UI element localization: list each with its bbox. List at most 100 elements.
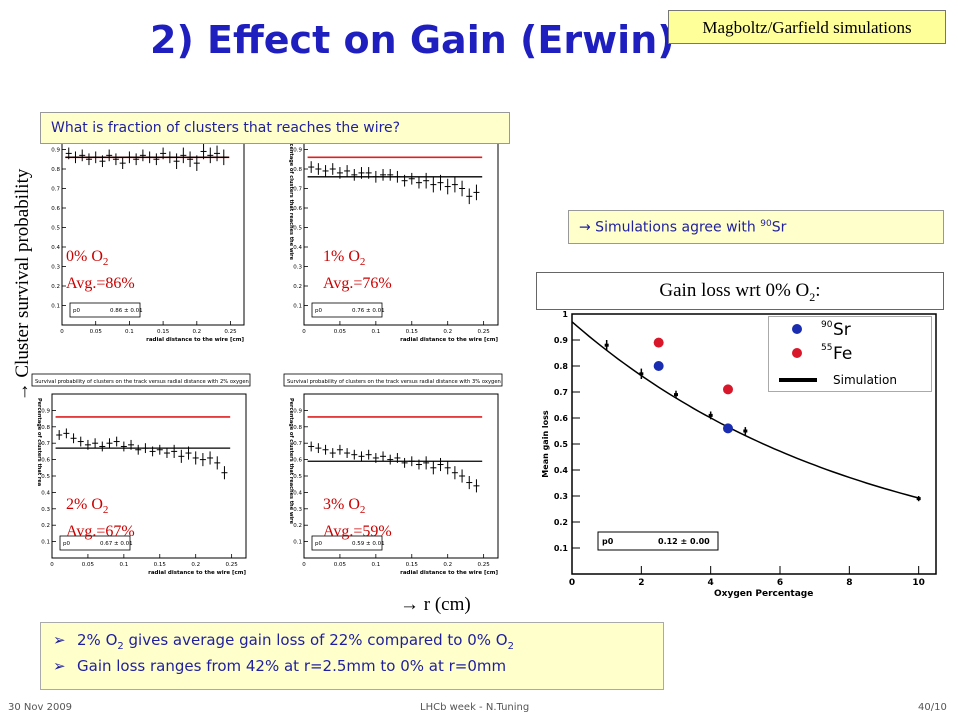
panel-label-2pct: 2% O2 Avg.=67% [66,496,135,541]
panel1-ytick-label: 0.2 [293,284,302,290]
panel1-ytick-label: 0.7 [293,187,302,193]
panel0-ytick-label: 0.1 [51,304,60,310]
gain-ytick-label: 0.1 [554,544,569,553]
panel3-fit-value: 0.59 ± 0.01 [352,541,385,547]
gain-fit-box [597,531,719,551]
panel0-ytick-label: 0.4 [51,245,60,251]
panel1-xtick-label: 0.05 [334,329,347,335]
panel2-xtick-label: 0.25 [226,562,239,568]
simulation-point [674,393,678,397]
panel2-xtick-label: 0.1 [119,562,128,568]
gain-xtick-label: 6 [777,578,783,588]
footer-page-number: 40/10 [918,702,947,713]
panel-label-1pct: 1% O2 Avg.=76% [323,248,392,293]
panel-label-3pct-avg: Avg.=59% [323,523,392,541]
gain-xtick-label: 10 [912,578,925,588]
gain-xtick-label: 0 [569,578,575,588]
page-title: 2) Effect on Gain (Erwin) [150,18,675,62]
sr90-point [723,423,733,434]
gain-ytick-label: 0.2 [554,518,568,527]
legend-sr90-marker [792,324,802,334]
panel1-fit-name: p0 [315,308,322,314]
panel2-xtick-label: 0.15 [154,562,167,568]
panel2-xtick-label: 0.05 [82,562,95,568]
panel1-xtick-label: 0.1 [371,329,380,335]
arrow-bullet-icon: ➢ [53,631,66,649]
panel2-ytick-label: 0.5 [41,474,50,480]
panel2-ytick-label: 0.1 [41,540,50,546]
panel2-title: Survival probability of clusters on the … [35,379,249,385]
panel0-xtick-label: 0.15 [157,329,170,335]
gain-ytick-label: 0.8 [554,362,569,371]
panel-label-3pct-gas: 3% O [323,496,360,513]
legend-fe55-sup: 55 [821,343,832,353]
panel2-yaxis-label: Percentage of clusters that rea [36,398,42,486]
simulation-point [743,429,748,433]
panel3-title-box [283,373,503,387]
panel1-yaxis-label: Percentage of clusters that reaches the … [288,134,294,261]
gain-xaxis-label: Oxygen Percentage [714,589,813,598]
simulation-curve [571,321,919,499]
panel3-fit-box [311,535,383,551]
panel3-ytick-label: 0.7 [293,441,302,447]
panel3-fit-name: p0 [315,541,322,547]
panel3-xtick-label: 0.25 [478,562,491,568]
panel3-ytick-label: 0.1 [293,540,302,546]
panel2-background [30,372,252,582]
panel1-ytick-label: 0.1 [293,304,302,310]
panel-label-0pct-avg: Avg.=86% [66,275,135,293]
panel3-ytick-label: 0.3 [293,507,302,513]
panel1-xtick-label: 0.15 [406,329,419,335]
panel0-fit-value: 0.86 ± 0.01 [110,308,143,314]
panel2-ytick-label: 0.2 [41,523,50,529]
panel3-ytick-label: 0.4 [293,490,302,496]
agreement-note: → Simulations agree with 90Sr [568,210,944,244]
panel3-ytick-label: 0.6 [293,458,302,464]
panel0-xtick-label: 0.05 [90,329,103,335]
panel-label-2pct-avg: Avg.=67% [66,523,135,541]
simulation-tag: Magboltz/Garfield simulations [668,10,946,44]
legend-graphic: 90 Sr 55 Fe Simulation [779,320,897,387]
gain-fit-name: p0 [602,537,614,546]
panel3-ytick-label: 0.5 [293,474,302,480]
summary-item-1: ➢ 2% O2 gives average gain loss of 22% co… [53,631,514,652]
panel1-ytick-label: 0.9 [293,148,302,154]
panel3-yaxis-label: Percentage of clusters that reaches the … [288,398,294,525]
fe55-point [723,384,733,395]
survival-chart-1pct: 0.1 0.2 0.3 0.4 0.5 0.6 0.7 0.8 0.9 0 0.05 0.1 0.15 0… [282,114,504,349]
gain-ytick-label: 0.7 [554,388,568,397]
panel0-fit-name: p0 [73,308,80,314]
gain-ytick-label: 0.5 [554,440,569,449]
panel1-ytick-label: 0.8 [293,167,302,173]
question-box: What is fraction of clusters that reache… [40,112,510,144]
panel0-fit-box [69,302,141,318]
panel2-fit-value: 0.67 ± 0.01 [100,541,133,547]
footer-event: LHCb week - N.Tuning [420,702,530,713]
panel3-ytick-label: 0.8 [293,425,302,431]
simulation-point [916,497,921,501]
legend-fe55-label: Fe [833,344,852,364]
panel3-background [282,372,504,582]
panel3-xtick-label: 0 [302,562,306,568]
panel1-ytick-label: 0.4 [293,245,302,251]
panel1-ytick-label: 0.6 [293,206,302,212]
legend-fe55-marker [792,348,802,358]
panel2-title-box [31,373,251,387]
simulation-point [604,343,609,347]
gain-ytick-label: 0.3 [554,492,568,501]
panel3-xtick-label: 0.15 [406,562,419,568]
sr90-point [653,361,664,371]
legend-sr90-sup: 90 [821,320,833,330]
summary-item-2: ➢ Gain loss ranges from 42% at r=2.5mm to… [53,657,507,675]
gain-yaxis-label: Mean gain loss [541,410,550,478]
panel2-xtick-label: 0 [50,562,54,568]
survival-chart-3pct: Survival probability of clusters on the … [282,372,504,582]
fe55-point [653,337,664,348]
panel0-ytick-label: 0.6 [51,206,60,212]
panel2-fit-box [59,535,131,551]
radius-axis-label: → r (cm) [400,594,471,615]
panel0-xtick-label: 0 [60,329,64,335]
gain-ytick-label: 1 [562,310,568,319]
legend-sr90-label: Sr [833,320,851,340]
